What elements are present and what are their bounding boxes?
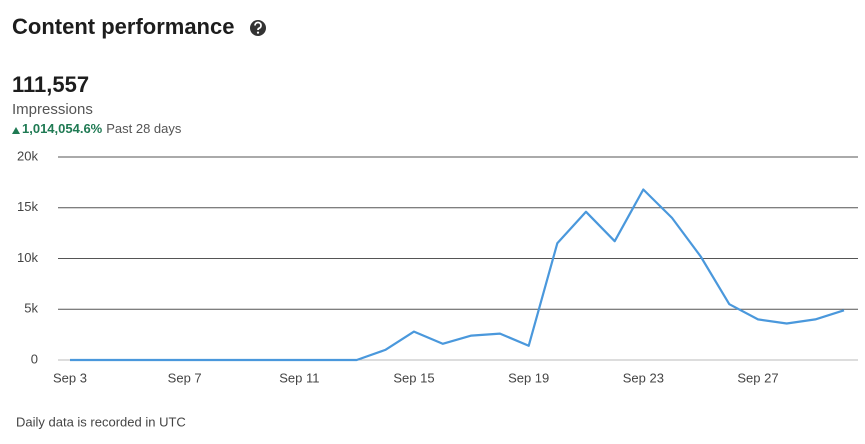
x-tick-label: Sep 7	[168, 370, 202, 385]
up-arrow	[12, 127, 20, 134]
metric-name: Impressions	[12, 101, 93, 118]
y-tick-label: 5k	[24, 301, 38, 316]
metric-value: 111,557	[12, 72, 89, 97]
y-tick-label: 10k	[17, 250, 38, 265]
x-tick-label: Sep 15	[393, 370, 434, 385]
change: 1,014,054.6%	[22, 121, 103, 136]
footer-note: Daily data is recorded in UTC	[16, 414, 186, 429]
x-tick-label: Sep 19	[508, 370, 549, 385]
change-line: 1,014,054.6% Past 28 days	[22, 121, 182, 136]
x-tick-label: Sep 23	[623, 370, 664, 385]
x-tick-label: Sep 27	[737, 370, 778, 385]
y-tick-label: 15k	[17, 199, 38, 214]
title: Content performance	[12, 14, 234, 39]
y-tick-label: 0	[31, 351, 38, 366]
period: Past 28 days	[106, 121, 182, 136]
x-tick-label: Sep 11	[279, 370, 319, 385]
series-line	[70, 188, 845, 362]
help-icon[interactable]	[250, 20, 266, 36]
y-tick-label: 20k	[17, 148, 38, 163]
x-tick-label: Sep 3	[53, 370, 87, 385]
